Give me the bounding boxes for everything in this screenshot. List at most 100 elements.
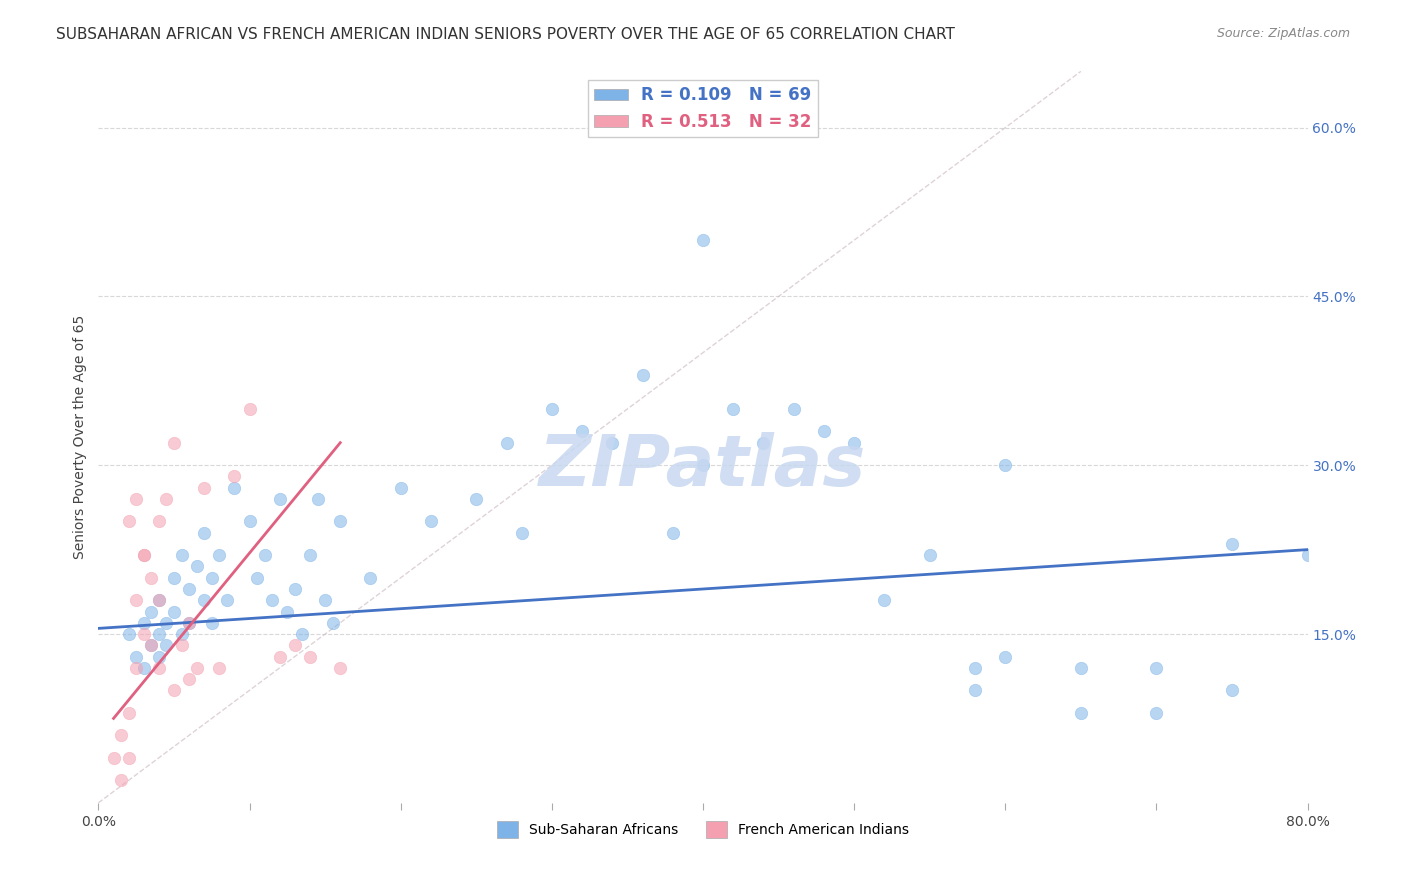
Point	[783, 401, 806, 416]
Point	[276, 605, 298, 619]
Point	[186, 661, 208, 675]
Point	[284, 582, 307, 596]
Point	[125, 593, 148, 607]
Point	[224, 469, 246, 483]
Point	[155, 638, 177, 652]
Point	[994, 458, 1017, 473]
Point	[1070, 706, 1092, 720]
Point	[163, 435, 186, 450]
Point	[148, 649, 170, 664]
Point	[193, 525, 215, 540]
Point	[118, 627, 141, 641]
Point	[965, 683, 987, 698]
Point	[110, 773, 132, 788]
Point	[179, 582, 201, 596]
Point	[692, 458, 714, 473]
Point	[179, 615, 201, 630]
Point	[118, 751, 141, 765]
Point	[148, 593, 170, 607]
Point	[329, 661, 352, 675]
Point	[110, 728, 132, 742]
Point	[495, 435, 517, 450]
Point	[465, 491, 488, 506]
Point	[208, 661, 231, 675]
Point	[314, 593, 336, 607]
Point	[253, 548, 276, 562]
Point	[262, 593, 284, 607]
Point	[329, 515, 352, 529]
Point	[132, 661, 155, 675]
Point	[1144, 706, 1167, 720]
Point	[148, 515, 170, 529]
Point	[215, 593, 238, 607]
Text: ZIPatlas: ZIPatlas	[540, 432, 866, 500]
Point	[132, 548, 155, 562]
Point	[299, 649, 322, 664]
Point	[540, 401, 562, 416]
Point	[193, 593, 215, 607]
Point	[179, 672, 201, 686]
Point	[148, 593, 170, 607]
Point	[661, 525, 683, 540]
Point	[1070, 661, 1092, 675]
Point	[163, 605, 186, 619]
Point	[239, 401, 262, 416]
Point	[141, 638, 163, 652]
Point	[125, 661, 148, 675]
Point	[752, 435, 775, 450]
Point	[132, 627, 155, 641]
Point	[163, 683, 186, 698]
Point	[155, 615, 177, 630]
Text: SUBSAHARAN AFRICAN VS FRENCH AMERICAN INDIAN SENIORS POVERTY OVER THE AGE OF 65 : SUBSAHARAN AFRICAN VS FRENCH AMERICAN IN…	[56, 27, 955, 42]
Point	[201, 571, 224, 585]
Point	[118, 706, 141, 720]
Point	[692, 233, 714, 247]
Point	[201, 615, 224, 630]
Point	[208, 548, 231, 562]
Point	[299, 548, 322, 562]
Point	[291, 627, 314, 641]
Point	[148, 627, 170, 641]
Point	[186, 559, 208, 574]
Legend: Sub-Saharan Africans, French American Indians: Sub-Saharan Africans, French American In…	[492, 815, 914, 844]
Point	[239, 515, 262, 529]
Point	[420, 515, 443, 529]
Point	[193, 481, 215, 495]
Y-axis label: Seniors Poverty Over the Age of 65: Seniors Poverty Over the Age of 65	[73, 315, 87, 559]
Point	[148, 661, 170, 675]
Point	[170, 548, 193, 562]
Point	[844, 435, 866, 450]
Point	[307, 491, 329, 506]
Point	[163, 571, 186, 585]
Point	[873, 593, 896, 607]
Point	[813, 425, 835, 439]
Point	[125, 649, 148, 664]
Point	[389, 481, 412, 495]
Point	[571, 425, 593, 439]
Point	[141, 605, 163, 619]
Point	[155, 491, 177, 506]
Point	[631, 368, 654, 383]
Point	[1220, 683, 1243, 698]
Point	[602, 435, 624, 450]
Point	[246, 571, 269, 585]
Point	[141, 571, 163, 585]
Point	[132, 548, 155, 562]
Point	[269, 649, 291, 664]
Point	[918, 548, 941, 562]
Point	[284, 638, 307, 652]
Point	[170, 638, 193, 652]
Point	[224, 481, 246, 495]
Point	[179, 615, 201, 630]
Point	[1296, 548, 1319, 562]
Point	[994, 649, 1017, 664]
Point	[965, 661, 987, 675]
Point	[125, 491, 148, 506]
Point	[118, 515, 141, 529]
Point	[269, 491, 291, 506]
Point	[170, 627, 193, 641]
Point	[132, 615, 155, 630]
Point	[510, 525, 533, 540]
Text: Source: ZipAtlas.com: Source: ZipAtlas.com	[1216, 27, 1350, 40]
Point	[322, 615, 344, 630]
